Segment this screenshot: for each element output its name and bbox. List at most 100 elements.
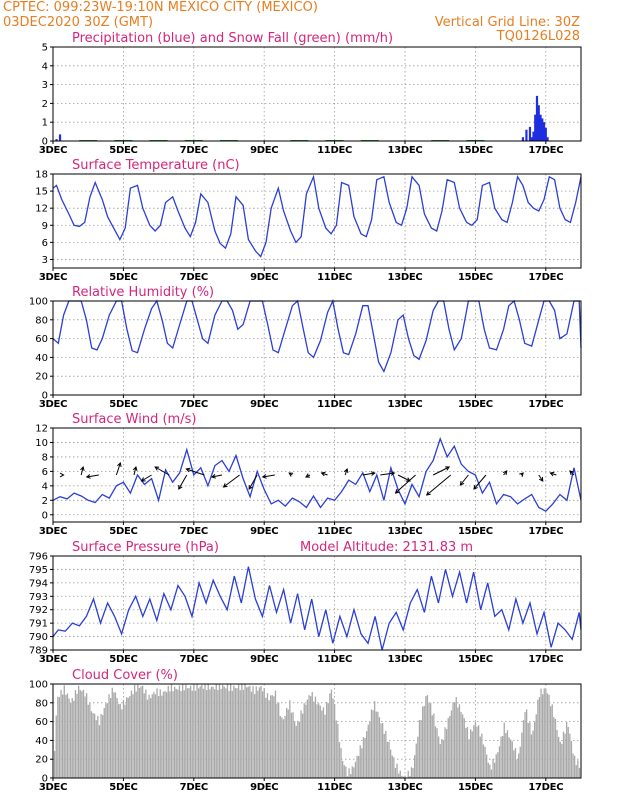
y-tick-label: 20 <box>35 372 48 383</box>
cloud-bar <box>492 759 494 778</box>
x-tick-label: 15DEC <box>458 782 493 793</box>
cloud-bar <box>428 703 430 778</box>
cloud-bar <box>102 715 104 778</box>
x-tick-label: 3DEC <box>39 399 67 410</box>
cloud-bar <box>183 690 185 778</box>
cloud-bar <box>471 731 473 778</box>
cloud-bar <box>543 688 545 778</box>
cloud-bar <box>423 705 425 778</box>
cloud-bar <box>479 736 481 778</box>
wind-arrow <box>80 465 85 476</box>
cloud-bar <box>308 695 310 778</box>
cloud-bar <box>506 730 509 778</box>
x-tick-label: 17DEC <box>528 272 563 283</box>
cloud-bar <box>270 695 272 778</box>
arrow-head <box>473 484 478 490</box>
arrow-head <box>569 470 574 475</box>
cloud-bar <box>508 737 510 778</box>
cloud-bar <box>228 690 230 778</box>
cloud-bar <box>401 775 403 778</box>
arrow-shaft <box>115 462 121 476</box>
cloud-bar <box>220 688 222 778</box>
cloud-bar <box>137 684 139 778</box>
cloud-bar <box>92 713 94 778</box>
y-tick-label: 12 <box>35 204 48 215</box>
cloud-bar <box>214 689 216 778</box>
cloud-bar <box>154 694 157 778</box>
cloud-bar <box>438 736 440 778</box>
cloud-bar <box>551 704 553 778</box>
x-tick-label: 13DEC <box>388 145 423 156</box>
panel-title: Surface Temperature (nC) <box>72 158 240 173</box>
arrow-shaft <box>262 474 275 478</box>
cloud-bar <box>271 695 273 778</box>
cloud-bar <box>436 728 438 778</box>
cloud-bar <box>74 690 77 778</box>
header-code: TQ0126L028 <box>496 29 580 44</box>
cloud-bar <box>321 710 323 778</box>
series-precipitation <box>55 95 549 141</box>
arrow-head <box>132 465 138 471</box>
cloud-bar <box>324 714 326 778</box>
y-tick-label: 792 <box>29 605 48 616</box>
panel-frame <box>52 427 582 523</box>
cloud-bar <box>217 689 219 778</box>
cloud-bar <box>198 688 200 778</box>
cloud-bar <box>70 702 72 778</box>
y-tick-label: 10 <box>35 438 48 449</box>
x-tick-label: 9DEC <box>250 782 278 793</box>
y-tick-label: 0 <box>42 510 48 521</box>
cloud-bar <box>554 718 557 778</box>
cloud-bar <box>191 690 193 778</box>
arrow-head <box>222 483 228 488</box>
arrow-head <box>390 471 396 476</box>
arrow-head <box>117 462 122 468</box>
wind-arrow <box>210 474 223 479</box>
cloud-bar <box>417 736 419 778</box>
cloud-bar <box>110 698 112 778</box>
cloud-bar <box>476 726 478 778</box>
cloud-bar <box>250 691 253 778</box>
cloud-bar <box>340 748 342 778</box>
cloud-bar <box>81 691 83 778</box>
wind-arrow <box>519 472 524 477</box>
cloud-bar <box>242 689 245 778</box>
x-tick-label: 9DEC <box>250 272 278 283</box>
x-tick-label: 7DEC <box>180 654 208 665</box>
arrow-shaft <box>141 474 152 482</box>
arrow-shaft <box>133 466 137 476</box>
cloud-bar <box>225 688 227 778</box>
wind-arrow <box>288 472 294 477</box>
cloud-bar <box>466 726 469 778</box>
cloud-bar <box>98 725 101 778</box>
cloud-bar <box>241 684 243 778</box>
cloud-bar <box>524 712 526 778</box>
x-tick-label: 11DEC <box>317 782 352 793</box>
cloud-bar <box>122 699 125 778</box>
cloud-bar <box>279 715 281 778</box>
series-line-pressure <box>52 566 582 651</box>
cloud-bar <box>260 685 262 778</box>
cloud-bar <box>226 684 229 778</box>
arrow-shaft <box>380 472 395 476</box>
x-tick-label: 3DEC <box>39 654 67 665</box>
y-tick-label: 3 <box>42 80 48 91</box>
wind-arrow <box>320 471 328 477</box>
cloud-bar <box>498 746 501 778</box>
cloud-bar <box>332 698 334 778</box>
cloud-bar <box>545 689 547 778</box>
cloud-bar <box>103 707 105 778</box>
cloud-bar <box>468 739 470 778</box>
cloud-bar <box>412 768 414 778</box>
x-tick-label: 7DEC <box>180 145 208 156</box>
cloud-bar <box>558 736 560 778</box>
cloud-bar <box>366 731 368 778</box>
cloud-bar <box>393 757 395 778</box>
cloud-bar <box>564 733 566 778</box>
cloud-bar <box>495 754 497 778</box>
cloud-bar <box>490 769 493 778</box>
cloud-bar <box>310 696 312 778</box>
cloud-bar <box>335 720 337 778</box>
y-tick-label: 15 <box>35 187 48 198</box>
precip-bar <box>535 95 539 141</box>
